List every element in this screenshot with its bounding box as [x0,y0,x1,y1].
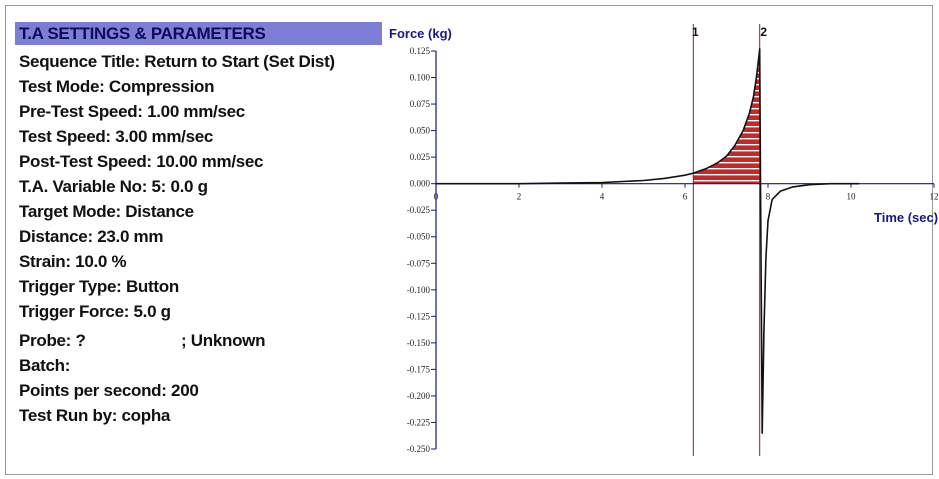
y-tick-label-15: -0.250 [407,444,431,454]
x-tick-label-3: 6 [683,192,688,202]
y-tick-label-1: 0.100 [410,73,431,83]
frame [5,5,933,475]
y-tick-label-9: -0.100 [407,285,431,295]
x-tick-label-6: 12 [930,192,939,202]
marker-label-1: 1 [692,25,699,39]
setting-test-run-by: Test Run by: copha [19,406,171,425]
setting-pre-test-speed: Pre-Test Speed: 1.00 mm/sec [19,102,245,121]
settings-title: T.A SETTINGS & PARAMETERS [19,24,266,43]
x-tick-label-4: 8 [766,192,771,202]
setting-post-test-speed: Post-Test Speed: 10.00 mm/sec [19,152,264,171]
x-tick-label-1: 2 [517,192,522,202]
y-tick-label-6: -0.025 [407,205,431,215]
y-tick-label-4: 0.025 [410,152,431,162]
shaded-fill [693,48,760,184]
series-group [436,48,860,434]
settings-header-bar [15,22,382,45]
setting-probe: Probe: ? ; Unknown [19,328,335,353]
y-tick-label-8: -0.075 [407,258,431,268]
y-tick-label-14: -0.225 [407,417,431,427]
setting-trigger-force: Trigger Force: 5.0 g [19,302,171,321]
y-tick-label-0: 0.125 [410,46,431,56]
shaded-area [693,48,760,184]
y-tick-label-5: 0.000 [410,179,431,189]
axes: 0.125 0.100 0.075 0.050 0.025 0.000 -0.025 -0.0… [407,46,939,454]
y-tick-label-7: -0.050 [407,232,431,242]
setting-batch: Batch: [19,356,71,375]
y-tick-label-11: -0.150 [407,338,431,348]
y-axis-label: Force (kg) [389,26,452,41]
setting-test-speed: Test Speed: 3.00 mm/sec [19,127,214,146]
settings-list: Sequence Title: Return to Start (Set Dis… [19,49,335,428]
y-tick-label-13: -0.200 [407,391,431,401]
y-tick-label-2: 0.075 [410,99,431,109]
x-tick-label-0: 0 [434,192,439,202]
setting-points-per-second: Points per second: 200 [19,381,199,400]
x-tick-label-2: 4 [600,192,605,202]
y-tick-label-12: -0.175 [407,364,431,374]
setting-distance: Distance: 23.0 mm [19,227,164,246]
series-line-0 [436,48,860,434]
setting-variable-no: T.A. Variable No: 5: 0.0 g [19,177,208,196]
setting-trigger-type: Trigger Type: Button [19,277,179,296]
setting-test-mode: Test Mode: Compression [19,77,215,96]
marker-label-2: 2 [760,25,767,39]
probe-label: Probe: ? [19,331,86,350]
x-tick-label-5: 10 [847,192,857,202]
y-tick-label-3: 0.050 [410,126,431,136]
setting-target-mode: Target Mode: Distance [19,202,194,221]
y-tick-label-10: -0.125 [407,311,431,321]
setting-sequence-title: Sequence Title: Return to Start (Set Dis… [19,52,335,71]
setting-strain: Strain: 10.0 % [19,252,127,271]
x-axis-label: Time (sec) [874,210,938,225]
probe-value: ; Unknown [181,331,266,350]
